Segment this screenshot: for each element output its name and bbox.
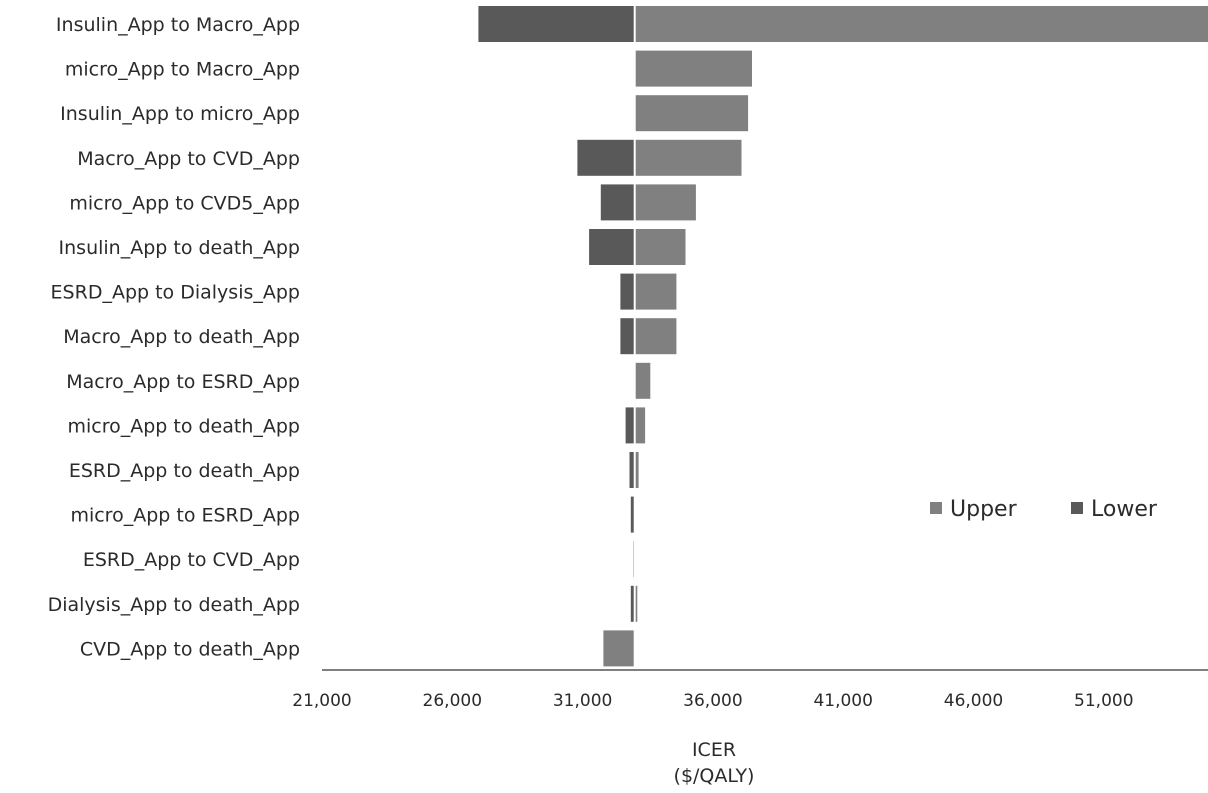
- bar-upper-1: [634, 50, 752, 87]
- legend-label-lower: Lower: [1091, 497, 1158, 522]
- legend-label-upper: Upper: [950, 497, 1018, 522]
- bar-lower-9: [625, 407, 635, 444]
- x-tick-label-3: 36,000: [683, 691, 742, 711]
- bar-upper-14: [603, 630, 635, 667]
- bar-upper-8: [634, 362, 651, 399]
- category-label-4: micro_App to CVD5_App: [69, 192, 300, 214]
- category-label-14: CVD_App to death_App: [80, 638, 300, 660]
- bar-lower-7: [620, 318, 635, 355]
- bar-upper-3: [634, 139, 742, 176]
- category-label-11: micro_App to ESRD_App: [70, 505, 300, 527]
- x-tick-label-1: 26,000: [423, 691, 482, 711]
- bars-group: [478, 6, 1208, 667]
- bar-upper-13: [634, 585, 638, 622]
- legend: Upper Lower: [930, 497, 1158, 522]
- category-label-10: ESRD_App to death_App: [69, 460, 300, 482]
- category-label-7: Macro_App to death_App: [63, 326, 300, 348]
- bar-upper-6: [634, 273, 677, 310]
- bar-upper-5: [634, 229, 686, 265]
- bar-lower-3: [577, 139, 635, 176]
- category-label-0: Insulin_App to Macro_App: [56, 14, 300, 36]
- category-label-13: Dialysis_App to death_App: [48, 594, 300, 616]
- category-label-5: Insulin_App to death_App: [59, 237, 300, 259]
- bar-lower-10: [629, 452, 635, 488]
- x-tick-labels: 21,000 26,000 31,000 36,000 41,000 46,000 51,0…: [292, 691, 1133, 711]
- x-axis-title-line-2: ($/QALY): [674, 765, 755, 787]
- bar-upper-4: [634, 184, 696, 221]
- category-label-1: micro_App to Macro_App: [65, 59, 300, 81]
- x-tick-label-2: 31,000: [553, 691, 612, 711]
- bar-upper-7: [634, 318, 677, 355]
- category-labels: Insulin_App to Macro_App micro_App to Mac…: [48, 14, 300, 660]
- category-label-2: Insulin_App to micro_App: [60, 103, 300, 125]
- bar-lower-13: [630, 585, 635, 622]
- x-tick-label-6: 51,000: [1074, 691, 1133, 711]
- bar-lower-5: [589, 229, 635, 265]
- bar-lower-6: [620, 273, 635, 310]
- legend-swatch-upper: [930, 502, 942, 514]
- x-tick-label-4: 41,000: [813, 691, 872, 711]
- bar-upper-0: [634, 6, 1208, 42]
- x-tick-label-0: 21,000: [292, 691, 351, 711]
- category-label-3: Macro_App to CVD_App: [77, 148, 300, 170]
- bar-lower-11: [630, 496, 635, 533]
- category-label-8: Macro_App to ESRD_App: [66, 371, 300, 393]
- category-label-12: ESRD_App to CVD_App: [83, 549, 300, 571]
- x-axis-title-line-1: ICER: [692, 739, 736, 761]
- legend-swatch-lower: [1071, 502, 1083, 514]
- category-label-9: micro_App to death_App: [67, 415, 300, 437]
- bar-lower-4: [600, 184, 635, 221]
- bar-upper-2: [634, 95, 749, 132]
- category-label-6: ESRD_App to Dialysis_App: [51, 282, 300, 304]
- bar-upper-10: [634, 452, 639, 488]
- x-tick-label-5: 46,000: [944, 691, 1003, 711]
- bar-lower-0: [478, 6, 635, 42]
- bar-upper-9: [634, 407, 646, 444]
